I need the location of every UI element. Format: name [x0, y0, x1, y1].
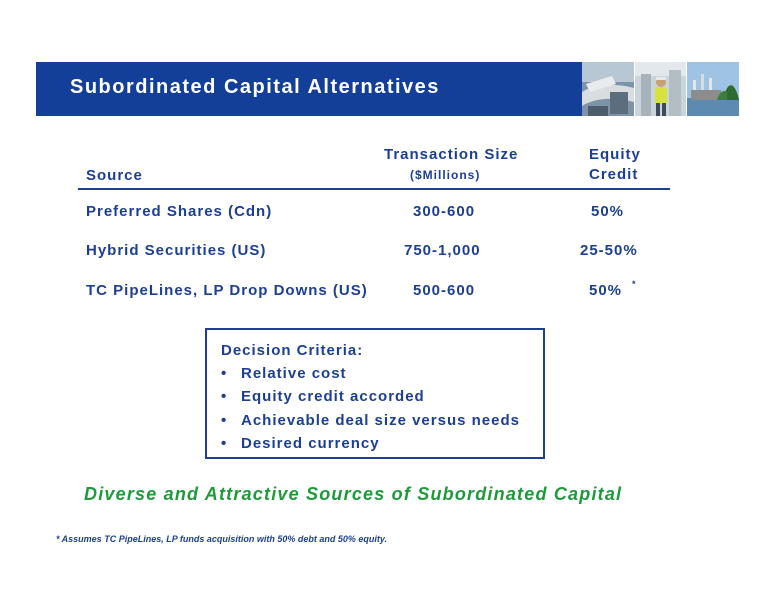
bullet-icon: • [221, 435, 228, 452]
criteria-item-label: Equity credit accorded [241, 388, 425, 405]
footnote-marker: * [632, 279, 636, 289]
header-divider [78, 188, 670, 190]
decision-criteria-box: Decision Criteria: • Relative cost • Equit… [205, 328, 545, 459]
criteria-item-label: Desired currency [241, 435, 380, 452]
bullet-icon: • [221, 388, 228, 405]
pipeline-photo [582, 62, 634, 116]
title-banner: Subordinated Capital Alternatives [36, 62, 582, 116]
row-3-equity: 50% [589, 282, 623, 299]
criteria-title: Decision Criteria: [221, 342, 364, 359]
header-credit: Credit [589, 166, 639, 183]
criteria-item-label: Achievable deal size versus needs [241, 412, 520, 429]
tagline: Diverse and Attractive Sources of Subord… [84, 484, 623, 504]
row-1-size: 300-600 [413, 203, 476, 220]
criteria-item-label: Relative cost [241, 365, 347, 382]
row-3-source: TC PipeLines, LP Drop Downs (US) [86, 282, 368, 299]
header-transaction-size: Transaction Size [384, 146, 519, 163]
row-3-size: 500-600 [413, 282, 476, 299]
row-1-equity: 50% [591, 203, 625, 220]
row-2-source: Hybrid Securities (US) [86, 242, 267, 259]
header-millions: ($Millions) [410, 168, 481, 182]
bullet-icon: • [221, 412, 228, 429]
row-2-equity: 25-50% [580, 242, 638, 259]
row-1-source: Preferred Shares (Cdn) [86, 203, 273, 220]
row-2-size: 750-1,000 [404, 242, 481, 259]
bullet-icon: • [221, 365, 228, 382]
criteria-item: • Achievable deal size versus needs [221, 412, 520, 429]
header-source: Source [86, 167, 143, 184]
criteria-item: • Equity credit accorded [221, 388, 425, 405]
header-equity: Equity [589, 146, 641, 163]
worker-photo [634, 62, 687, 116]
page-title: Subordinated Capital Alternatives [70, 76, 440, 98]
footnote: * Assumes TC PipeLines, LP funds acquisi… [56, 534, 388, 544]
criteria-item: • Desired currency [221, 435, 380, 452]
photo-strip [582, 62, 740, 116]
criteria-item: • Relative cost [221, 365, 347, 382]
power-plant-photo [687, 62, 740, 116]
